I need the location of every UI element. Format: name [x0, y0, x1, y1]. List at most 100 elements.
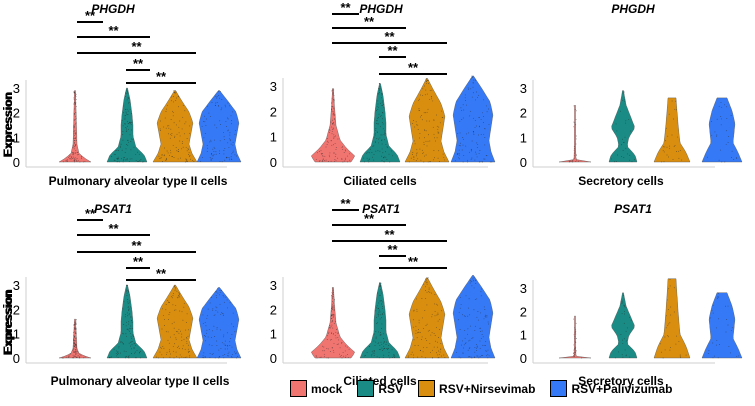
data-point [131, 341, 133, 342]
data-point [434, 303, 436, 305]
data-point [429, 98, 431, 100]
data-point [380, 348, 382, 350]
data-point [75, 332, 77, 334]
data-point [186, 159, 188, 161]
data-point [331, 314, 333, 316]
data-point [62, 161, 64, 163]
data-point [211, 330, 213, 332]
data-point [74, 102, 76, 104]
data-point [219, 161, 221, 163]
data-point [726, 319, 728, 320]
data-point [575, 330, 577, 332]
data-point [480, 118, 482, 120]
data-point [381, 317, 382, 319]
data-point [479, 347, 481, 349]
data-point [74, 158, 75, 160]
data-point [419, 133, 421, 135]
data-point [424, 94, 426, 96]
data-point [179, 310, 181, 312]
data-point [459, 329, 461, 330]
data-point [131, 320, 133, 322]
data-point [381, 97, 382, 99]
data-point [716, 118, 718, 120]
data-point [220, 347, 222, 349]
significance-label: ** [85, 8, 96, 23]
data-point [439, 122, 441, 124]
data-point [202, 355, 204, 357]
data-point [220, 313, 222, 315]
data-point [467, 159, 469, 161]
data-point [165, 108, 167, 110]
data-point [625, 340, 627, 342]
data-point [167, 104, 169, 106]
data-point [410, 157, 412, 159]
data-point [335, 153, 337, 155]
data-point [135, 344, 137, 346]
jitter-points [408, 78, 446, 163]
data-point [129, 332, 131, 334]
data-point [458, 157, 460, 159]
data-point [469, 151, 470, 153]
data-point [331, 295, 333, 297]
data-point [129, 134, 131, 136]
data-point [73, 343, 75, 344]
data-point [75, 329, 77, 330]
data-point [173, 90, 175, 92]
data-point [376, 138, 378, 139]
data-point [229, 105, 231, 107]
data-point [173, 285, 175, 287]
data-point [725, 331, 727, 333]
data-point [209, 356, 211, 358]
data-point [716, 134, 718, 136]
data-point [172, 345, 174, 347]
data-point [115, 350, 117, 352]
data-point [231, 123, 233, 125]
data-point [369, 345, 370, 347]
data-point [125, 288, 127, 290]
data-point [330, 121, 332, 123]
data-point [482, 354, 484, 356]
data-point [419, 116, 421, 118]
data-point [669, 349, 671, 351]
jitter-points [363, 83, 394, 163]
data-point [218, 356, 220, 358]
jitter-points [315, 287, 350, 359]
data-point [74, 337, 76, 339]
data-point [471, 96, 473, 98]
data-point [481, 334, 483, 335]
data-point [471, 140, 473, 142]
data-point [185, 146, 187, 148]
data-point [73, 340, 75, 342]
data-point [75, 357, 77, 358]
data-point [488, 108, 489, 110]
data-point [433, 119, 435, 121]
data-point [471, 75, 473, 77]
data-point [383, 341, 385, 343]
data-point [76, 159, 78, 161]
data-point [128, 314, 130, 316]
data-point [170, 100, 172, 102]
significance-label: ** [85, 206, 96, 221]
data-point [343, 355, 345, 357]
data-point [332, 302, 334, 304]
data-point [421, 317, 423, 319]
data-point [76, 356, 78, 358]
data-point [480, 291, 482, 293]
data-point [474, 346, 476, 348]
data-point [172, 350, 174, 352]
y-tick-label: 0 [270, 155, 277, 170]
data-point [388, 355, 390, 357]
data-point [223, 343, 225, 345]
data-point [182, 116, 184, 118]
data-point [375, 331, 377, 333]
data-point [435, 140, 437, 142]
data-point [674, 145, 676, 147]
data-point [407, 356, 409, 358]
data-point [182, 345, 184, 347]
data-point [232, 312, 234, 314]
data-point [173, 334, 175, 336]
data-point [469, 347, 471, 349]
data-point [432, 100, 434, 102]
data-point [173, 157, 175, 158]
data-point [331, 144, 333, 146]
